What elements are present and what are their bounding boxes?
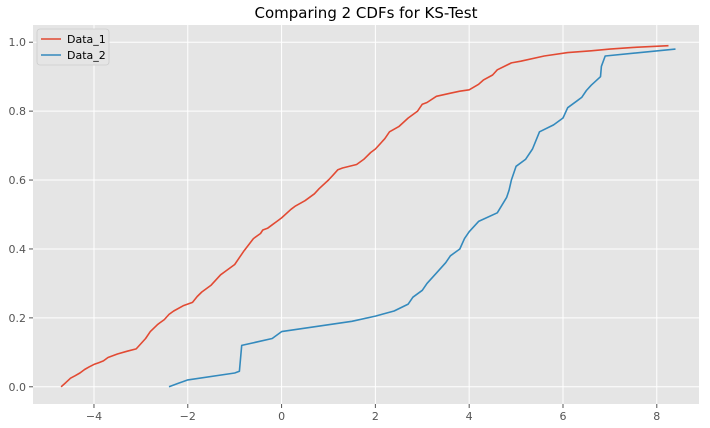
y-tick-label: 0.8 (9, 105, 27, 118)
x-tick-label: 0 (278, 410, 285, 423)
legend: Data_1 Data_2 (36, 28, 110, 66)
y-tick-label: 0.2 (9, 312, 27, 325)
x-tick-label: 6 (559, 410, 566, 423)
series-line-data-2 (168, 48, 676, 388)
y-axis: 0.0 0.2 0.4 0.6 0.8 1.0 (9, 36, 33, 394)
y-tick-label: 0.6 (9, 174, 27, 187)
legend-box (36, 28, 110, 66)
legend-label: Data_2 (67, 49, 106, 62)
series-line-data-1 (60, 44, 669, 388)
x-axis: −4 −2 0 2 4 6 8 (86, 404, 660, 423)
y-tick-label: 0.4 (9, 243, 27, 256)
plot-area (33, 25, 699, 404)
y-tick-label: 0.0 (9, 381, 27, 394)
x-tick-label: −4 (86, 410, 102, 423)
legend-label: Data_1 (67, 33, 106, 46)
series-layer (60, 44, 676, 388)
x-tick-label: 4 (466, 410, 473, 423)
chart-title: Comparing 2 CDFs for KS-Test (255, 4, 478, 22)
x-tick-label: 8 (653, 410, 660, 423)
y-tick-label: 1.0 (9, 36, 27, 49)
x-tick-label: −2 (180, 410, 196, 423)
x-tick-label: 2 (372, 410, 379, 423)
